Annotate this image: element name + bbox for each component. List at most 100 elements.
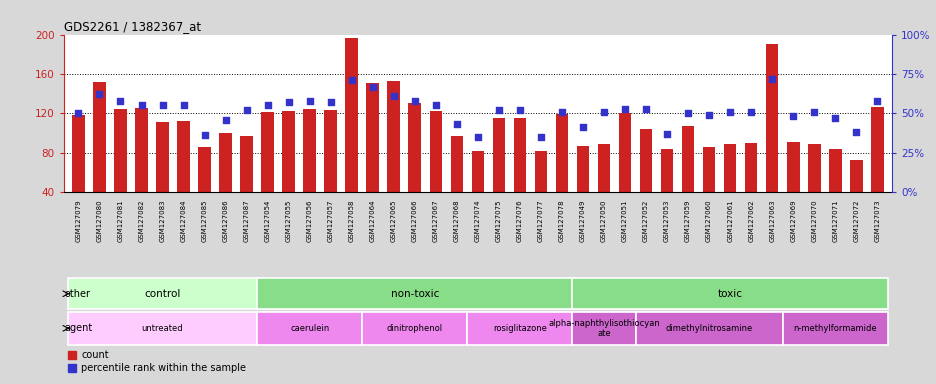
Point [449, 121, 464, 127]
Bar [135, 108, 148, 231]
Bar [492, 118, 505, 231]
Bar [724, 144, 736, 231]
Bar [467, 312, 572, 345]
Bar [471, 151, 484, 231]
Point [428, 103, 443, 109]
Point [848, 129, 863, 135]
Text: alpha-naphthylisothiocyan
ate: alpha-naphthylisothiocyan ate [548, 319, 659, 338]
Bar [429, 111, 442, 231]
Bar [67, 278, 256, 310]
Point [197, 132, 212, 138]
Bar [388, 81, 400, 231]
Bar [534, 151, 547, 231]
Point [490, 107, 505, 113]
Bar [681, 126, 694, 231]
Text: rosiglitazone: rosiglitazone [492, 324, 547, 333]
Bar [114, 109, 126, 231]
Text: control: control [144, 289, 181, 299]
Bar [67, 312, 256, 345]
Bar [261, 112, 273, 231]
Bar [744, 143, 756, 231]
Bar [177, 121, 190, 231]
Point [596, 109, 611, 115]
Point [113, 98, 128, 104]
Point [260, 103, 275, 109]
Bar [639, 129, 651, 231]
Bar [828, 149, 841, 231]
Point [722, 109, 737, 115]
Bar [219, 133, 231, 231]
Bar [93, 82, 106, 231]
Text: untreated: untreated [141, 324, 183, 333]
Point [92, 91, 107, 98]
Bar [870, 108, 883, 231]
Bar [366, 83, 379, 231]
Point [344, 77, 358, 83]
Point [239, 107, 254, 113]
Bar [362, 312, 467, 345]
Point [365, 83, 380, 89]
Bar [786, 142, 798, 231]
Bar [572, 278, 887, 310]
Bar [807, 144, 820, 231]
Bar [282, 111, 295, 231]
Point [386, 93, 401, 99]
Point [743, 109, 758, 115]
Bar [324, 110, 337, 231]
Bar [660, 149, 673, 231]
Text: dimethylnitrosamine: dimethylnitrosamine [665, 324, 752, 333]
Point [785, 113, 800, 119]
Text: dinitrophenol: dinitrophenol [387, 324, 443, 333]
Point [826, 115, 841, 121]
Text: caerulein: caerulein [290, 324, 329, 333]
Text: toxic: toxic [717, 289, 742, 299]
Point [701, 112, 716, 118]
Bar [555, 114, 567, 231]
Bar [635, 312, 782, 345]
Bar [765, 45, 778, 231]
Point [637, 106, 652, 112]
Bar [513, 118, 526, 231]
Point [302, 98, 317, 104]
Point [470, 134, 485, 140]
Text: agent: agent [65, 323, 93, 333]
Bar [408, 103, 420, 231]
Text: other: other [65, 289, 91, 299]
Point [533, 134, 548, 140]
Bar [303, 109, 315, 231]
Point [407, 98, 422, 104]
Point [281, 99, 296, 105]
Bar [450, 136, 462, 231]
Point [806, 109, 821, 115]
Point [218, 116, 233, 122]
Point [617, 106, 632, 112]
Point [575, 124, 590, 131]
Point [323, 99, 338, 105]
Point [134, 103, 149, 109]
Point [659, 131, 674, 137]
Text: GDS2261 / 1382367_at: GDS2261 / 1382367_at [64, 20, 200, 33]
Point [512, 107, 527, 113]
Point [869, 98, 884, 104]
Bar [597, 144, 609, 231]
Bar [72, 115, 84, 231]
Text: n-methylformamide: n-methylformamide [793, 324, 876, 333]
Point [680, 110, 695, 116]
Point [764, 76, 779, 82]
Point [154, 103, 169, 109]
Point [71, 110, 86, 116]
Bar [256, 312, 362, 345]
Bar [702, 147, 715, 231]
Text: non-toxic: non-toxic [390, 289, 439, 299]
Bar [198, 147, 211, 231]
Bar [576, 146, 589, 231]
Bar [156, 122, 168, 231]
Bar [849, 159, 862, 231]
Point [554, 109, 569, 115]
Bar [256, 278, 572, 310]
Bar [572, 312, 635, 345]
Bar [345, 38, 358, 231]
Bar [240, 136, 253, 231]
Bar [782, 312, 887, 345]
Point [176, 103, 191, 109]
